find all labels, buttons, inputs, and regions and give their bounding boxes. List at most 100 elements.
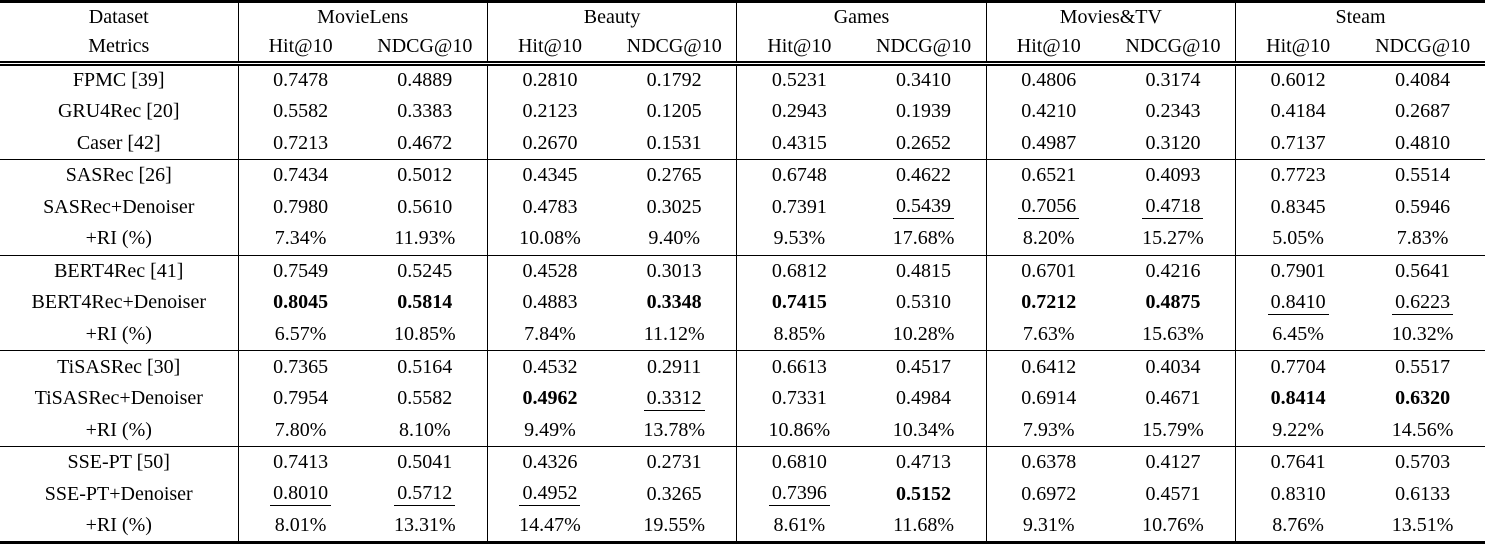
value-cell: 0.5582 bbox=[237, 95, 363, 128]
value-cell: 10.32% bbox=[1360, 319, 1485, 351]
value-text: 0.6521 bbox=[1021, 163, 1077, 186]
value-text: 0.4952 bbox=[519, 483, 581, 507]
table-row: TiSASRec+Denoiser 0.7954 0.5582 0.4962 0.331… bbox=[0, 382, 1485, 415]
value-text: 0.1531 bbox=[646, 131, 702, 154]
value-text: 0.7723 bbox=[1270, 163, 1326, 186]
value-text: 7.83% bbox=[1396, 227, 1449, 250]
value-cell: 0.4184 bbox=[1235, 95, 1361, 128]
metric-header: Hit@10 bbox=[985, 32, 1111, 66]
value-cell: 0.8045 bbox=[237, 286, 363, 319]
model-label: SSE-PT [50] bbox=[0, 446, 239, 479]
value-cell: 13.51% bbox=[1360, 510, 1485, 542]
value-text: 0.4571 bbox=[1145, 482, 1201, 505]
value-text: 8.20% bbox=[1022, 227, 1075, 250]
value-text: 0.4718 bbox=[1142, 196, 1204, 220]
value-cell: 0.6613 bbox=[736, 350, 862, 383]
value-cell: 0.7549 bbox=[237, 254, 363, 287]
value-cell: 0.2670 bbox=[486, 127, 613, 160]
value-cell: 8.10% bbox=[363, 415, 488, 447]
model-label: SSE-PT+Denoiser bbox=[44, 482, 193, 505]
value-cell: 0.3312 bbox=[612, 383, 737, 415]
value-cell: 10.85% bbox=[363, 319, 488, 351]
value-cell: 0.5231 bbox=[736, 63, 862, 96]
value-text: 8.76% bbox=[1272, 514, 1324, 537]
value-text: 0.4216 bbox=[1145, 259, 1201, 282]
value-text: 10.34% bbox=[892, 418, 955, 441]
model-label: SASRec+Denoiser bbox=[43, 195, 195, 218]
value-cell: 0.4962 bbox=[486, 382, 613, 415]
value-text: 15.79% bbox=[1142, 418, 1204, 441]
table-row: BERT4Rec+Denoiser 0.8045 0.5814 0.4883 0.334… bbox=[0, 286, 1485, 319]
value-cell: 7.93% bbox=[985, 414, 1111, 447]
value-text: 0.7478 bbox=[273, 69, 329, 92]
value-text: 0.1792 bbox=[646, 69, 702, 92]
value-text: 8.01% bbox=[274, 514, 327, 537]
value-text: 0.4345 bbox=[522, 163, 578, 186]
metric-header: NDCG@10 bbox=[1360, 32, 1485, 66]
value-cell: 0.3174 bbox=[1110, 63, 1236, 96]
value-text: 0.4210 bbox=[1021, 99, 1077, 122]
model-label: +RI (%) bbox=[85, 323, 152, 346]
value-cell: 0.7365 bbox=[237, 350, 363, 383]
value-cell: 0.5152 bbox=[861, 478, 986, 510]
value-text: 0.6972 bbox=[1021, 482, 1077, 505]
value-text: 0.4987 bbox=[1021, 131, 1077, 154]
value-text: 0.5610 bbox=[397, 195, 453, 218]
value-text: 0.4810 bbox=[1395, 131, 1451, 154]
value-text: 0.8045 bbox=[273, 291, 329, 314]
value-text: 0.6748 bbox=[771, 163, 827, 186]
value-cell: 0.3383 bbox=[363, 95, 488, 127]
value-text: 0.4517 bbox=[896, 355, 952, 378]
value-text: 0.2943 bbox=[771, 99, 827, 122]
value-cell: 0.1792 bbox=[612, 63, 737, 96]
value-cell: 9.31% bbox=[985, 510, 1111, 543]
table-row: +RI (%) 7.80% 8.10% 9.49% 13.78% 10.86% 10.34%… bbox=[0, 414, 1485, 447]
value-cell: 0.4093 bbox=[1110, 158, 1236, 192]
value-text: 0.7413 bbox=[273, 451, 329, 474]
value-cell: 0.4345 bbox=[486, 158, 613, 192]
value-text: 11.68% bbox=[893, 514, 955, 537]
model-label: BERT4Rec+Denoiser bbox=[31, 291, 206, 314]
value-cell: 0.6320 bbox=[1360, 383, 1485, 415]
value-text: 0.7901 bbox=[1270, 259, 1326, 282]
value-text: 0.3025 bbox=[646, 195, 702, 218]
value-cell: 0.4815 bbox=[861, 254, 987, 287]
value-text: 0.3348 bbox=[646, 291, 702, 314]
table-row: +RI (%) 8.01% 13.31% 14.47% 19.55% 8.61% 11.68… bbox=[0, 510, 1485, 543]
value-text: 0.5012 bbox=[397, 163, 453, 186]
value-text: 0.4672 bbox=[397, 131, 453, 154]
value-cell: 0.4210 bbox=[985, 95, 1111, 128]
value-text: 0.4528 bbox=[522, 259, 578, 282]
value-cell: 0.1205 bbox=[612, 95, 737, 127]
value-text: 5.05% bbox=[1272, 227, 1324, 250]
value-text: 0.7415 bbox=[771, 291, 827, 314]
value-cell: 11.68% bbox=[861, 510, 986, 542]
table-row: FPMC [39] 0.7478 0.4889 0.2810 0.1792 0.5231 0… bbox=[0, 63, 1485, 96]
value-cell: 7.34% bbox=[237, 223, 363, 256]
value-cell: 0.7137 bbox=[1235, 127, 1361, 160]
value-cell: 0.5712 bbox=[363, 478, 488, 510]
value-text: 0.6223 bbox=[1392, 291, 1454, 315]
value-cell: 0.4810 bbox=[1360, 127, 1485, 159]
value-cell: 9.53% bbox=[736, 223, 862, 256]
model-label: BERT4Rec [41] bbox=[0, 254, 239, 287]
value-text: 10.32% bbox=[1391, 323, 1454, 346]
value-text: 0.6812 bbox=[771, 259, 827, 282]
value-text: 0.4984 bbox=[896, 387, 952, 410]
value-text: 0.3383 bbox=[397, 99, 453, 122]
value-text: 0.7212 bbox=[1021, 291, 1077, 314]
value-cell: 0.5814 bbox=[363, 287, 488, 319]
value-text: 0.6701 bbox=[1021, 259, 1077, 282]
value-text: 0.3265 bbox=[646, 482, 702, 505]
dataset-header-5: Steam bbox=[1235, 1, 1485, 33]
value-cell: 0.4532 bbox=[486, 350, 613, 383]
metric-header: NDCG@10 bbox=[1110, 32, 1236, 66]
model-label: GRU4Rec [20] bbox=[57, 99, 180, 122]
value-cell: 0.6378 bbox=[985, 446, 1111, 479]
value-text: 0.5517 bbox=[1395, 355, 1451, 378]
value-text: 0.4962 bbox=[522, 387, 578, 410]
value-text: 15.63% bbox=[1142, 323, 1204, 346]
value-cell: 0.4987 bbox=[985, 127, 1111, 160]
value-cell: 0.5245 bbox=[362, 254, 488, 287]
value-cell: 0.2943 bbox=[736, 95, 862, 128]
